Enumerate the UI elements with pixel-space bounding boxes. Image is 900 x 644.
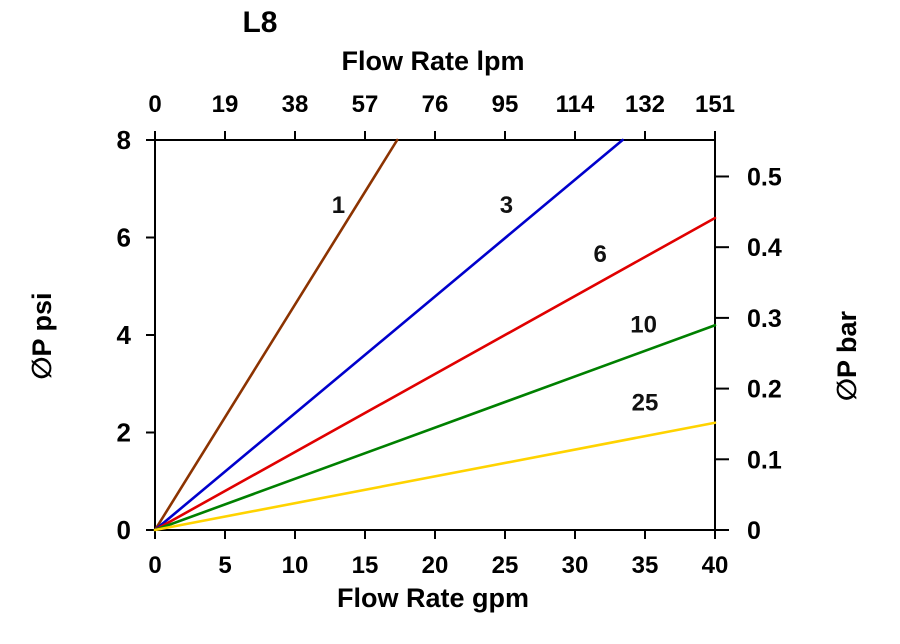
top-tick-label: 57: [352, 91, 379, 118]
series-label-6: 6: [594, 241, 607, 268]
left-tick-label: 0: [117, 515, 131, 545]
bottom-tick-label: 0: [148, 552, 161, 579]
right-tick-label: 0.5: [747, 163, 782, 191]
top-tick-label: 0: [148, 91, 161, 118]
top-tick-label: 114: [556, 91, 595, 118]
left-tick-label: 8: [117, 125, 131, 155]
bottom-axis-title: Flow Rate gpm: [336, 583, 529, 613]
bottom-tick-label: 25: [492, 552, 519, 579]
right-axis-title: ∅P bar: [832, 310, 862, 402]
series-label-3: 3: [500, 192, 513, 219]
top-tick-label: 95: [492, 91, 519, 118]
series-line-6: [153, 216, 717, 532]
bottom-tick-label: 20: [422, 552, 449, 579]
top-tick-label: 38: [282, 91, 309, 118]
chart-title: L8: [242, 6, 278, 39]
left-tick-label: 4: [117, 320, 132, 350]
bottom-tick-label: 10: [282, 552, 309, 579]
series-line-10: [153, 323, 717, 532]
series-label-10: 10: [630, 312, 657, 339]
series-line-1: [153, 138, 399, 532]
bottom-tick-label: 15: [352, 552, 379, 579]
bottom-tick-label: 40: [702, 552, 729, 579]
series-label-25: 25: [632, 390, 659, 417]
left-tick-label: 6: [117, 223, 131, 253]
bottom-tick-label: 30: [562, 552, 589, 579]
right-tick-label: 0.2: [747, 376, 782, 404]
series-label-1: 1: [332, 192, 345, 219]
right-tick-label: 0.1: [747, 446, 782, 474]
bottom-tick-label: 35: [632, 552, 659, 579]
right-tick-label: 0: [747, 517, 761, 545]
right-tick-label: 0.3: [747, 305, 782, 333]
right-tick-label: 0.4: [747, 234, 782, 262]
top-tick-label: 132: [625, 91, 665, 118]
series-line-3: [153, 138, 624, 532]
top-tick-label: 151: [695, 91, 735, 118]
top-axis-title: Flow Rate lpm: [341, 46, 525, 76]
series-line-25: [153, 421, 717, 532]
left-axis-title: ∅P psi: [27, 292, 57, 380]
left-tick-label: 2: [117, 418, 131, 448]
bottom-tick-label: 5: [218, 552, 231, 579]
top-tick-label: 19: [212, 91, 239, 118]
top-tick-label: 76: [422, 91, 449, 118]
